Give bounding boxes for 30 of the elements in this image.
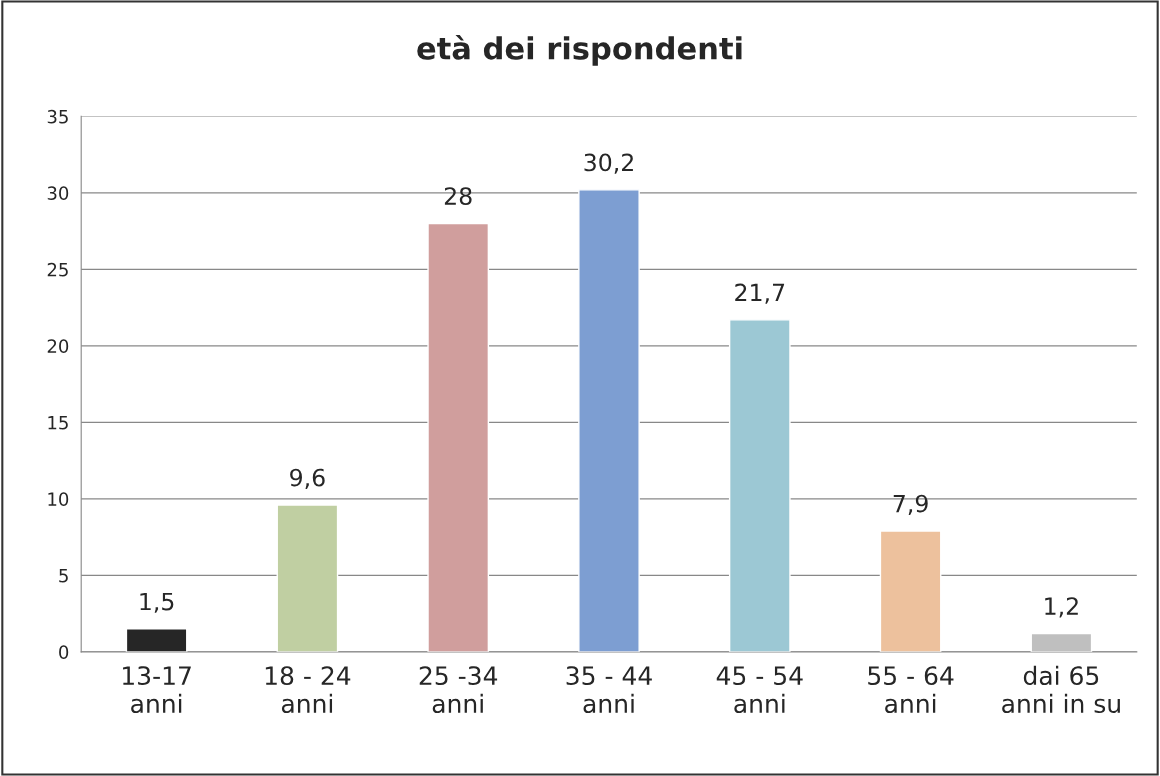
bar xyxy=(1030,632,1093,652)
x-tick-label: 13-17 anni xyxy=(123,666,191,714)
y-tick-label: 5 xyxy=(59,569,68,583)
bar xyxy=(427,222,490,652)
data-label: 7,9 xyxy=(893,494,928,515)
bar xyxy=(879,530,942,652)
y-tick-label: 30 xyxy=(47,186,69,201)
y-tick-label: 10 xyxy=(48,492,69,506)
x-tick-label: 25 -34 anni xyxy=(419,666,498,714)
data-label: 21,7 xyxy=(735,283,785,304)
x-tick-label: 55 - 64 anni xyxy=(868,666,954,714)
data-label: 9,6 xyxy=(290,468,325,489)
y-tick-label: 25 xyxy=(47,262,68,277)
data-label: 30,2 xyxy=(584,153,633,174)
y-tick-label: 0 xyxy=(59,645,69,659)
bar xyxy=(276,504,339,652)
x-tick-label: dai 65 anni in su xyxy=(1002,665,1120,714)
data-label: 1,5 xyxy=(140,592,174,613)
x-tick-label: 35 - 44 anni xyxy=(566,666,652,714)
y-tick-label: 35 xyxy=(47,109,68,124)
x-tick-label: 45 - 54 anni xyxy=(716,666,803,714)
y-tick-label: 15 xyxy=(48,416,68,430)
data-label: 1,2 xyxy=(1045,597,1078,618)
y-tick-label: 20 xyxy=(47,339,69,353)
bar xyxy=(578,189,640,652)
data-label: 28 xyxy=(444,187,472,206)
bar xyxy=(728,319,791,652)
chart-title: età dei rispondenti xyxy=(417,34,742,66)
bar xyxy=(125,628,188,652)
x-tick-label: 18 - 24 anni xyxy=(265,666,351,714)
